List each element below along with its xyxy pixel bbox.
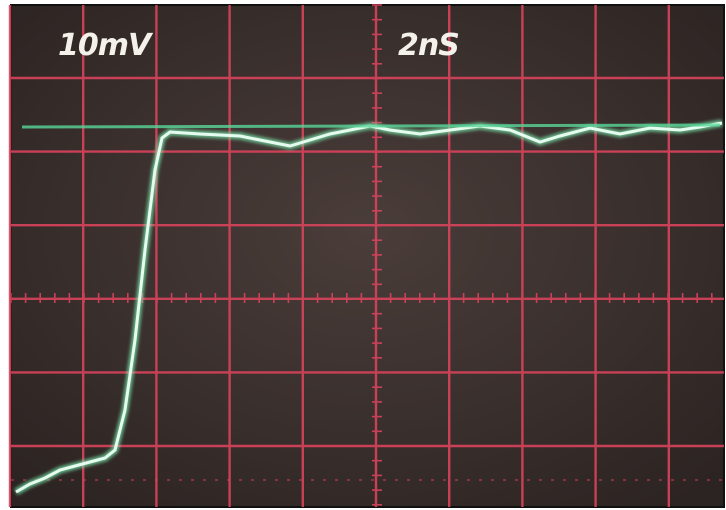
scope-screen: 10mV 2nS	[0, 0, 726, 510]
volts-per-div-label: 10mV	[58, 28, 154, 63]
baseline-trace	[22, 125, 720, 127]
time-per-div-label: 2nS	[398, 28, 459, 63]
oscilloscope-screenshot: 10mV 2nS	[0, 0, 726, 510]
